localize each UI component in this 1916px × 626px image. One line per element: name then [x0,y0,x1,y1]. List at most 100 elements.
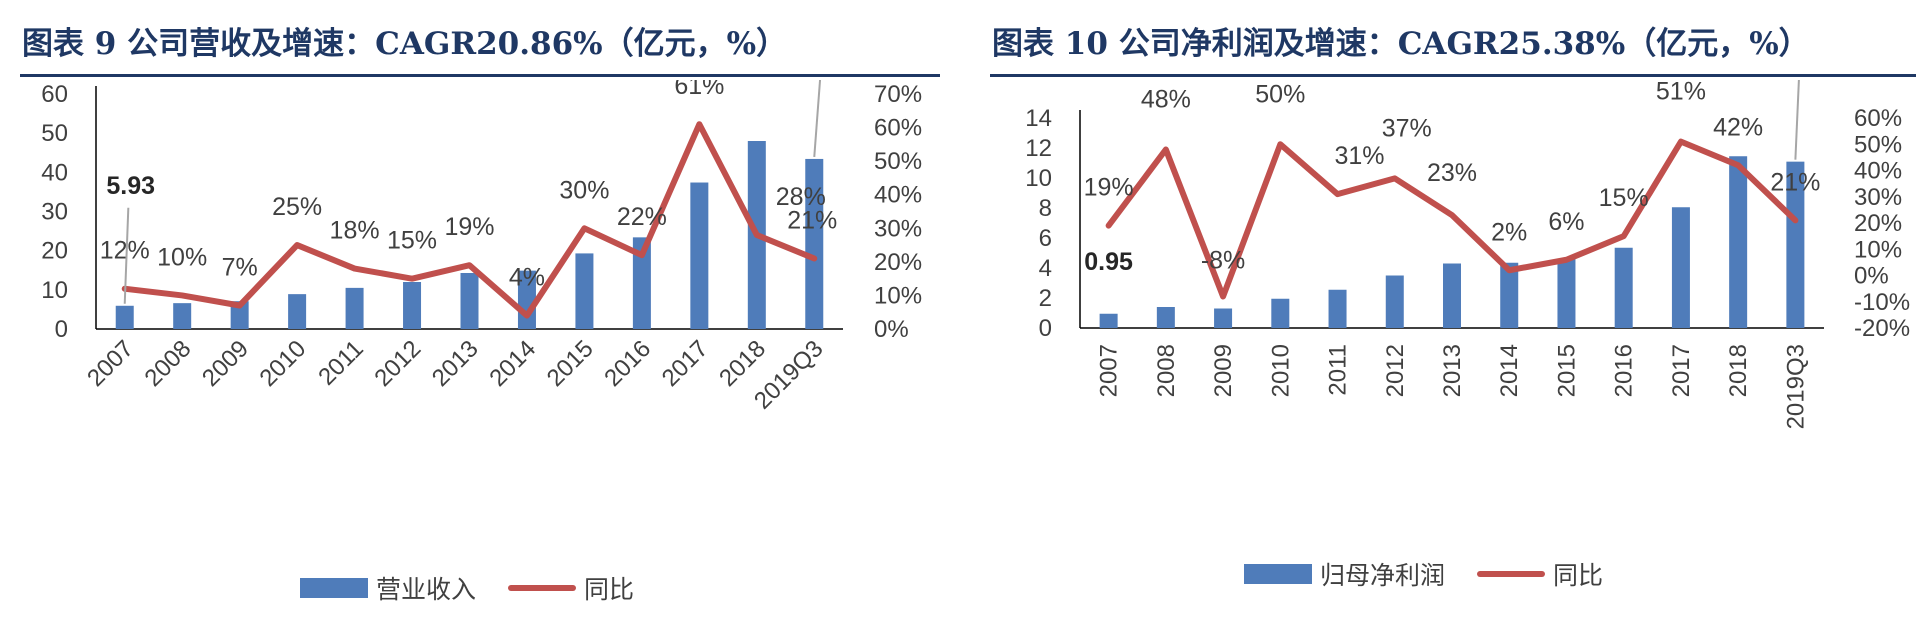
title-rule [990,74,1916,77]
x-tick-label: 2007 [1096,344,1123,397]
legend-label-line: 同比 [1553,561,1604,590]
x-tick-label: 2008 [1153,344,1180,397]
y-left-tick-label: 50 [41,120,68,147]
bar [575,253,594,329]
y-right-tick-label: 70% [874,81,922,108]
legend-item-line: 同比 [1477,556,1603,592]
line-data-label: 19% [1084,174,1134,202]
line-data-label: 25% [272,193,322,221]
legend-swatch-bar [300,578,368,598]
chart-legend: 归母净利润 同比 [1244,556,1603,592]
line-data-label: 10% [157,243,207,271]
profit-chart: 02468101214-20%-10%0%10%20%30%40%50%60%1… [1025,80,1910,429]
y-right-tick-label: -20% [1854,315,1910,342]
y-right-tick-label: -10% [1854,289,1910,316]
y-right-tick-label: 30% [1854,184,1902,211]
legend-label-line: 同比 [584,575,635,604]
x-tick-label: 2019Q3 [1782,344,1809,429]
growth-line [121,121,818,319]
bar [115,305,134,329]
line-data-label: 18% [330,217,380,245]
line-data-label: 42% [1713,113,1763,141]
line-data-label: 22% [617,203,667,231]
y-left-tick-label: 6 [1039,225,1052,252]
x-tick-label: 2008 [140,335,197,392]
legend-swatch-line [1477,571,1546,577]
legend-swatch-bar [1244,564,1312,584]
line-data-label: 6% [1548,208,1584,236]
line-data-label: 7% [222,254,258,282]
x-tick-label: 2017 [657,335,714,392]
bar [690,182,709,329]
chart-title: 图表 10 公司净利润及增速：CAGR25.38%（亿元，%） [992,26,1810,62]
line-data-label: 50% [1255,80,1305,108]
bar [230,301,249,329]
bar [1214,308,1233,328]
y-left-tick-label: 10 [41,277,68,304]
x-tick-label: 2012 [369,335,426,392]
line-data-label: 15% [1599,184,1649,212]
y-right-tick-label: 10% [874,282,922,309]
line-data-label: 51% [1656,80,1706,106]
y-left-tick-label: 8 [1039,195,1052,222]
line-data-label: 4% [509,264,545,292]
x-tick-label: 2018 [1725,344,1752,397]
bar [1385,275,1404,328]
line-data-label: 23% [1427,159,1477,187]
bar [345,287,364,329]
legend-item-bar: 归母净利润 [1244,556,1445,592]
bar [632,237,651,329]
bar [805,158,824,329]
line-data-label: 30% [559,176,609,204]
x-tick-label: 2013 [427,335,484,392]
growth-line [1105,138,1799,300]
bar [1328,289,1347,328]
line-data-label: 12% [100,237,150,265]
line-data-label: 61% [674,80,724,100]
y-left-tick-label: 40 [41,159,68,186]
y-right-tick-label: 20% [1854,210,1902,237]
x-tick-label: 2017 [1668,344,1695,397]
line-data-label: 48% [1141,86,1191,114]
x-tick-label: 2013 [1439,344,1466,397]
chart-title: 图表 9 公司营收及增速：CAGR20.86%（亿元，%） [22,26,788,62]
legend-swatch-line [508,585,577,591]
y-left-tick-label: 0 [1039,315,1052,342]
x-tick-label: 2012 [1382,344,1409,397]
legend-label-bar: 归母净利润 [1320,561,1446,590]
line-data-label: 15% [387,227,437,255]
x-tick-label: 2015 [542,335,599,392]
bar-value-label: 5.93 [106,172,155,200]
x-tick-label: 2011 [313,335,369,391]
bar [1271,298,1290,328]
y-right-tick-label: 50% [874,148,922,175]
bar [1443,263,1461,328]
bar [1729,156,1748,328]
y-right-tick-label: 60% [874,115,922,142]
chart-panel-revenue: 图表 9 公司营收及增速：CAGR20.86%（亿元，%） 0 10 20 30 40 5… [0,0,940,626]
bar [1156,307,1175,328]
y-right-tick-label: 10% [1854,236,1902,263]
chart-legend: 营业收入 同比 [300,570,634,606]
x-tick-label: 2014 [1496,344,1523,397]
line-data-label: -8% [1201,247,1245,275]
x-tick-label: 2010 [255,335,312,392]
y-right-tick-label: 60% [1854,105,1902,132]
bar [403,282,422,329]
y-right-tick-label: 30% [874,215,922,242]
bar [1786,161,1805,328]
y-left-tick-label: 2 [1039,285,1052,312]
x-tick-label: 2010 [1267,344,1294,397]
x-tick-label: 2009 [197,335,254,392]
y-right-tick-label: 0% [874,316,909,343]
x-tick-label: 2015 [1553,344,1580,397]
y-left-tick-label: 10 [1025,165,1052,192]
bar [460,272,479,329]
line-data-label: 21% [787,207,837,235]
line-data-label: 28% [776,183,826,211]
y-left-tick-label: 0 [55,316,68,343]
bar [1671,207,1690,328]
title-rule [20,74,940,77]
x-tick-label: 2011 [1325,344,1352,396]
y-right-tick-label: 0% [1854,263,1889,290]
